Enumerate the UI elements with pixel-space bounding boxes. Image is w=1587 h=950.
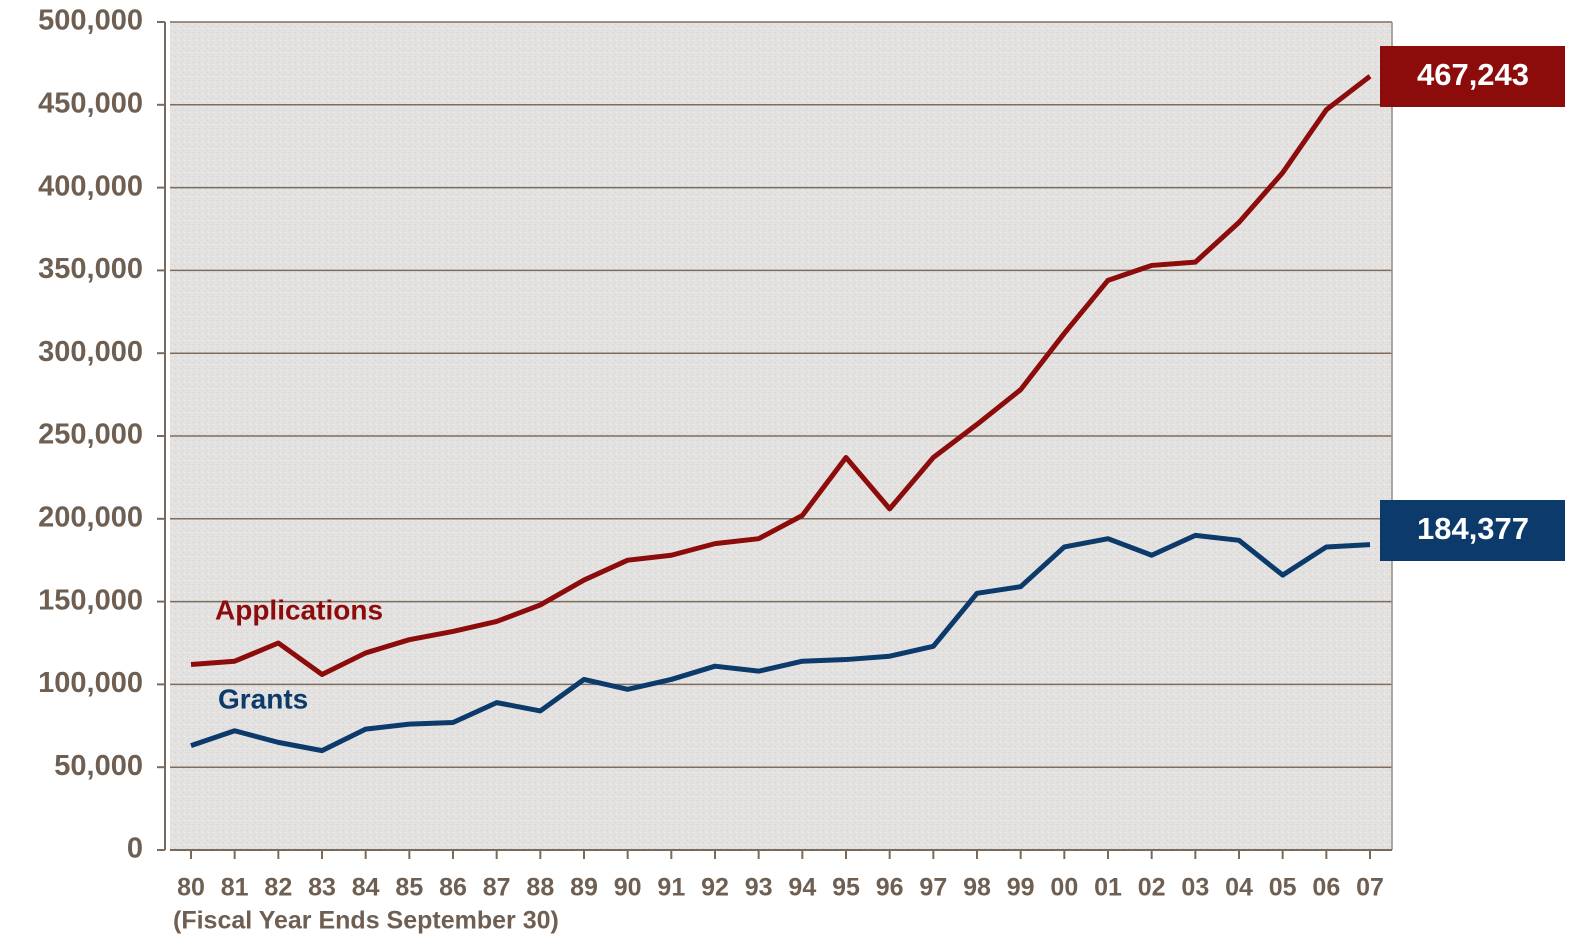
y-tick-label: 250,000 — [38, 419, 143, 451]
x-tick-label: 83 — [308, 874, 336, 902]
x-tick-label: 91 — [657, 874, 685, 902]
x-tick-label: 06 — [1312, 874, 1340, 902]
x-tick-label: 93 — [745, 874, 773, 902]
value-label: 467,243 — [1417, 57, 1529, 92]
x-tick-label: 86 — [439, 874, 467, 902]
x-tick-label: 88 — [526, 874, 554, 902]
series-line — [190, 532, 1371, 754]
x-tick-label: 95 — [832, 874, 860, 902]
x-tick-label: 84 — [352, 874, 380, 902]
series-label: Grants — [218, 683, 308, 714]
series-line — [190, 74, 1372, 677]
y-tick-label: 150,000 — [38, 584, 143, 616]
value-label: 184,377 — [1417, 511, 1529, 546]
x-tick-label: 81 — [221, 874, 249, 902]
value-label-box — [1380, 46, 1565, 107]
y-tick-label: 0 — [127, 833, 143, 865]
x-tick-label: 97 — [919, 874, 947, 902]
y-tick-label: 100,000 — [38, 667, 143, 699]
x-tick-label: 04 — [1225, 874, 1253, 902]
value-label-box — [1380, 500, 1565, 561]
y-tick-label: 450,000 — [38, 87, 143, 119]
y-tick-label: 350,000 — [38, 253, 143, 285]
x-tick-label: 92 — [701, 874, 729, 902]
x-tick-label: 07 — [1356, 874, 1384, 902]
x-tick-label: 98 — [963, 874, 991, 902]
x-tick-label: 02 — [1138, 874, 1166, 902]
x-tick-label: 87 — [483, 874, 511, 902]
x-tick-label: 03 — [1181, 874, 1209, 902]
x-tick-label: 90 — [614, 874, 642, 902]
y-tick-label: 200,000 — [38, 501, 143, 533]
x-tick-label: 05 — [1269, 874, 1297, 902]
series-label: Applications — [215, 594, 383, 625]
x-tick-label: 99 — [1007, 874, 1035, 902]
x-tick-label: 94 — [788, 874, 816, 902]
x-tick-label: 82 — [264, 874, 292, 902]
x-tick-label: 85 — [395, 874, 423, 902]
y-tick-label: 400,000 — [38, 170, 143, 202]
x-tick-label: 01 — [1094, 874, 1122, 902]
x-tick-label: 96 — [876, 874, 904, 902]
x-axis-label: (Fiscal Year Ends September 30) — [173, 907, 559, 935]
x-tick-label: 80 — [177, 874, 205, 902]
y-tick-label: 300,000 — [38, 336, 143, 368]
y-tick-label: 50,000 — [54, 750, 143, 782]
x-tick-label: 00 — [1050, 874, 1078, 902]
x-tick-label: 89 — [570, 874, 598, 902]
y-tick-label: 500,000 — [38, 5, 143, 37]
